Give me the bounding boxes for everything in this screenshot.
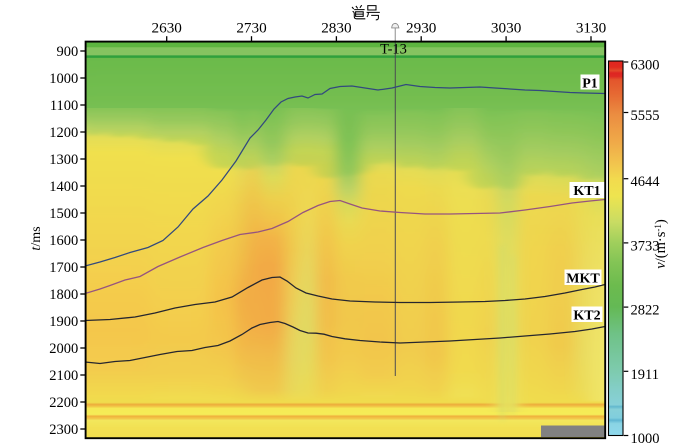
svg-text:1000: 1000 [631,431,660,444]
svg-text:MKT: MKT [566,272,600,287]
svg-text:3030: 3030 [491,20,522,37]
svg-text:2000: 2000 [49,341,78,357]
svg-text:2630: 2630 [152,20,183,37]
svg-text:1700: 1700 [49,260,78,276]
svg-text:1100: 1100 [50,98,78,114]
svg-text:3130: 3130 [576,20,607,37]
svg-text:2300: 2300 [49,422,78,438]
svg-text:T-13: T-13 [380,41,407,57]
svg-text:1500: 1500 [49,206,78,222]
svg-text:2730: 2730 [236,20,267,37]
svg-text:1911: 1911 [631,367,659,383]
svg-text:1300: 1300 [49,152,78,168]
svg-text:2930: 2930 [406,20,437,37]
svg-text:1400: 1400 [49,179,78,195]
svg-text:2830: 2830 [321,20,352,37]
svg-text:1900: 1900 [49,314,78,330]
svg-text:5555: 5555 [631,108,660,124]
svg-text:3733: 3733 [631,238,660,254]
svg-text:6300: 6300 [631,58,660,74]
svg-text:900: 900 [57,44,79,60]
svg-text:1000: 1000 [49,71,78,87]
svg-text:2822: 2822 [631,303,660,319]
svg-text:4644: 4644 [631,174,661,190]
svg-text:KT2: KT2 [573,309,600,324]
svg-text:t/ms: t/ms [29,226,44,250]
svg-text:1200: 1200 [49,125,78,141]
svg-text:2200: 2200 [49,395,78,411]
svg-text:v/(m·s-1): v/(m·s-1) [653,219,669,269]
svg-text:P1: P1 [582,77,598,92]
svg-text:2100: 2100 [49,368,78,384]
svg-text:KT1: KT1 [573,184,600,199]
svg-text:1800: 1800 [49,287,78,303]
svg-text:1600: 1600 [49,233,78,249]
